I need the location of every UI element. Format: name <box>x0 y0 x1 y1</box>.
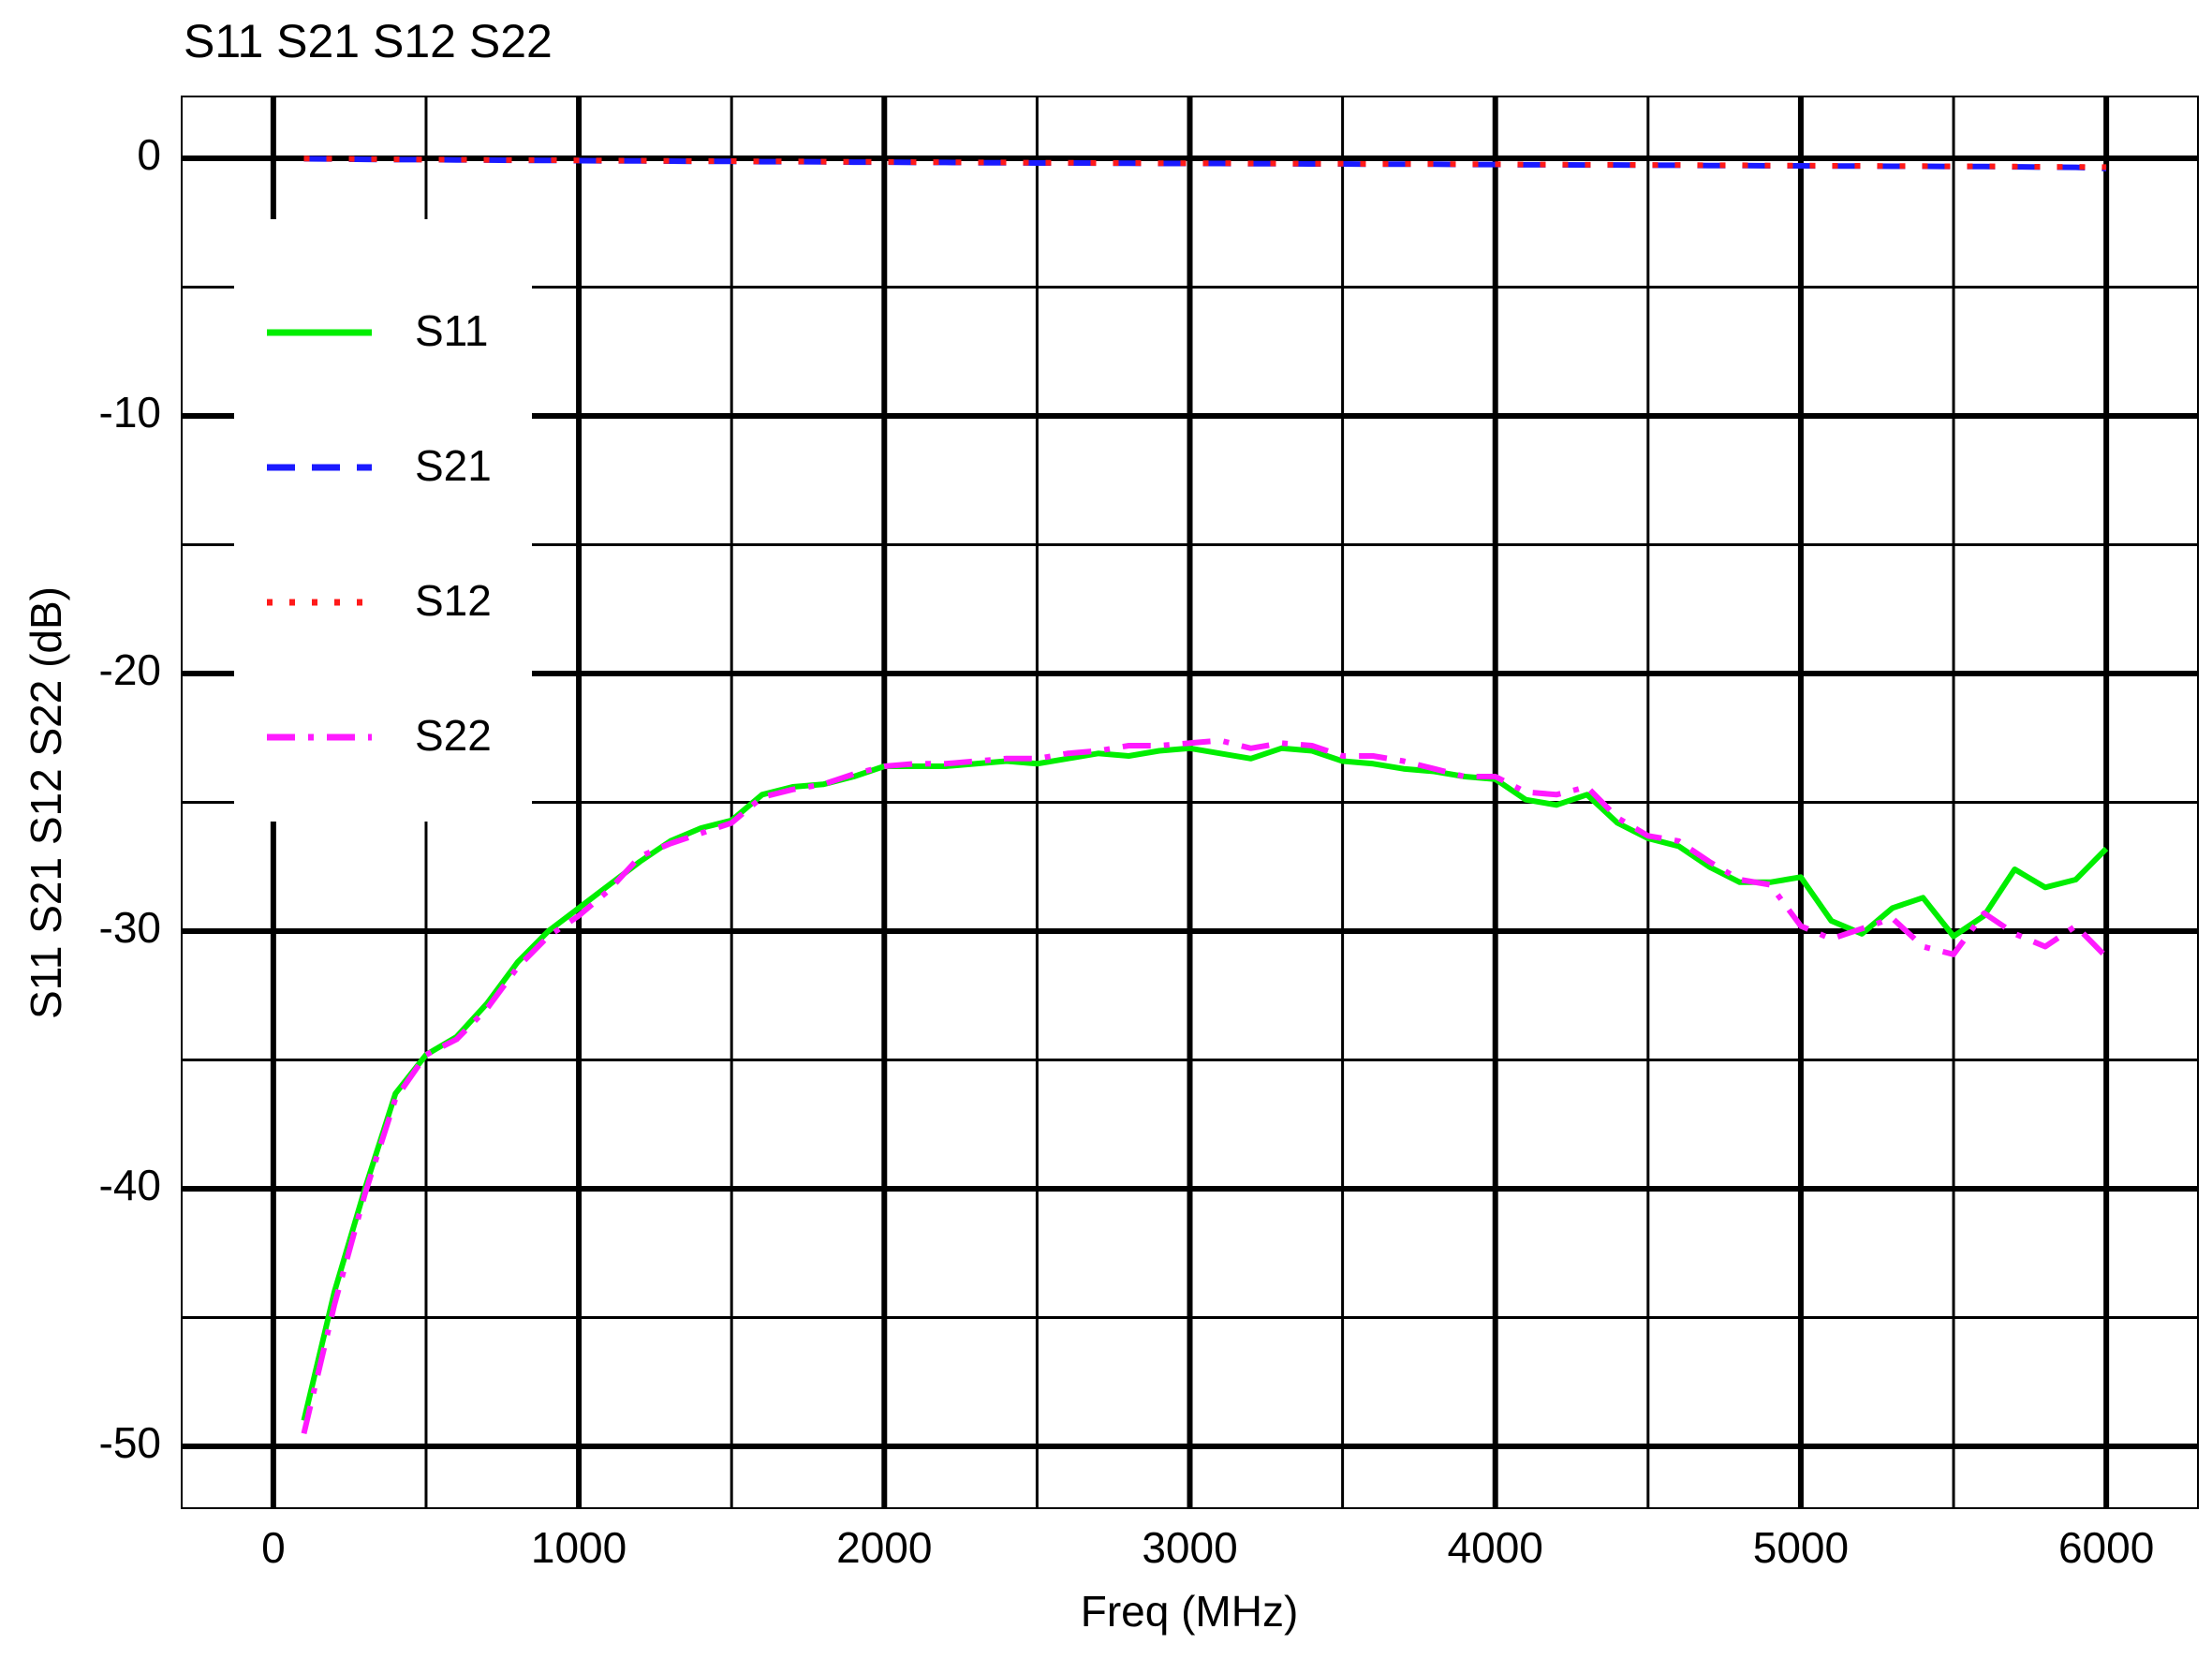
legend-label: S12 <box>415 576 492 625</box>
data-line <box>303 156 2107 170</box>
chart-title: S11 S21 S12 S22 <box>184 15 553 67</box>
y-axis-label: S11 S21 S12 S22 (dB) <box>22 586 70 1019</box>
legend-label: S21 <box>415 441 492 490</box>
x-tick-label: 4000 <box>1448 1523 1543 1572</box>
x-tick-label: 5000 <box>1753 1523 1849 1572</box>
legend-box <box>234 219 532 822</box>
y-tick-label: -50 <box>99 1418 161 1467</box>
x-tick-label: 6000 <box>2058 1523 2154 1572</box>
data-line <box>301 737 2109 1434</box>
x-tick-label: 1000 <box>531 1523 627 1572</box>
y-tick-label: -30 <box>99 903 161 952</box>
y-tick-label: -20 <box>99 645 161 694</box>
legend-label: S22 <box>415 711 492 760</box>
x-axis-label: Freq (MHz) <box>1081 1587 1299 1636</box>
x-tick-label: 2000 <box>836 1523 932 1572</box>
y-tick-label: -10 <box>99 388 161 437</box>
data-line <box>301 745 2109 1422</box>
x-tick-label: 0 <box>261 1523 286 1572</box>
y-tick-label: -40 <box>99 1161 161 1209</box>
plot-frame <box>181 96 2199 1509</box>
legend-label: S11 <box>415 306 488 355</box>
y-tick-label: 0 <box>137 130 161 179</box>
x-tick-label: 3000 <box>1142 1523 1237 1572</box>
